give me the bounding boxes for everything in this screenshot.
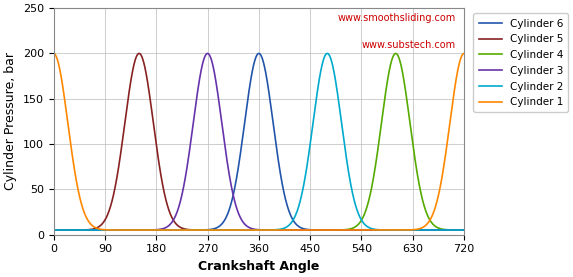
Cylinder 5 <box>50 228 57 232</box>
Cylinder 4 <box>125 228 132 232</box>
Cylinder 1 <box>296 228 303 232</box>
Cylinder 6 <box>317 228 324 232</box>
Line: Cylinder 6: Cylinder 6 <box>53 53 464 230</box>
Cylinder 4 <box>317 228 324 232</box>
Cylinder 3 <box>125 228 132 232</box>
Cylinder 3 <box>461 228 468 232</box>
Line: Cylinder 3: Cylinder 3 <box>53 53 464 230</box>
Cylinder 3 <box>296 228 303 232</box>
Cylinder 2 <box>356 216 363 219</box>
Cylinder 2 <box>317 70 324 74</box>
Cylinder 6 <box>461 228 468 232</box>
Cylinder 5 <box>296 228 303 232</box>
Cylinder 5 <box>356 228 363 232</box>
Cylinder 6 <box>50 228 57 232</box>
Cylinder 2 <box>125 228 132 232</box>
Cylinder 3 <box>204 52 211 55</box>
Cylinder 5 <box>207 228 214 232</box>
Cylinder 1 <box>177 228 184 232</box>
Cylinder 6 <box>388 228 395 232</box>
Cylinder 3 <box>356 228 363 232</box>
Cylinder 2 <box>324 52 331 55</box>
Cylinder 3 <box>388 228 395 232</box>
Cylinder 2 <box>461 228 468 232</box>
Text: www.substech.com: www.substech.com <box>362 40 456 50</box>
Cylinder 5 <box>264 228 271 232</box>
Cylinder 6 <box>296 225 303 229</box>
Cylinder 5 <box>317 228 324 232</box>
Cylinder 6 <box>356 228 363 232</box>
Cylinder 2 <box>50 228 57 232</box>
Line: Cylinder 4: Cylinder 4 <box>53 53 464 230</box>
Cylinder 4 <box>50 228 57 232</box>
Cylinder 1 <box>317 228 324 232</box>
Cylinder 4 <box>461 228 468 232</box>
Cylinder 1 <box>461 52 468 55</box>
Cylinder 5 <box>125 97 132 100</box>
Cylinder 4 <box>296 228 303 232</box>
Cylinder 1 <box>207 228 214 232</box>
Line: Cylinder 5: Cylinder 5 <box>53 53 464 230</box>
Y-axis label: Cylinder Pressure, bar: Cylinder Pressure, bar <box>4 52 17 190</box>
Cylinder 6 <box>125 228 132 232</box>
Cylinder 3 <box>50 228 57 232</box>
Cylinder 6 <box>256 52 262 55</box>
Cylinder 1 <box>125 228 132 232</box>
Legend: Cylinder 6, Cylinder 5, Cylinder 4, Cylinder 3, Cylinder 2, Cylinder 1: Cylinder 6, Cylinder 5, Cylinder 4, Cyli… <box>473 13 568 112</box>
Text: www.smoothsliding.com: www.smoothsliding.com <box>337 13 456 23</box>
Cylinder 2 <box>296 201 303 204</box>
Cylinder 2 <box>207 228 214 232</box>
Cylinder 5 <box>136 52 143 55</box>
X-axis label: Crankshaft Angle: Crankshaft Angle <box>198 260 320 273</box>
Cylinder 6 <box>207 228 214 231</box>
Cylinder 1 <box>388 228 395 232</box>
Cylinder 5 <box>461 228 468 232</box>
Cylinder 3 <box>207 56 214 59</box>
Cylinder 2 <box>388 228 395 232</box>
Cylinder 3 <box>317 228 324 232</box>
Cylinder 4 <box>207 228 214 232</box>
Line: Cylinder 1: Cylinder 1 <box>53 53 464 230</box>
Cylinder 4 <box>393 52 399 55</box>
Cylinder 1 <box>356 228 363 232</box>
Cylinder 1 <box>50 52 57 55</box>
Cylinder 4 <box>356 221 363 224</box>
Cylinder 5 <box>388 228 395 232</box>
Cylinder 4 <box>388 61 395 64</box>
Line: Cylinder 2: Cylinder 2 <box>53 53 464 230</box>
